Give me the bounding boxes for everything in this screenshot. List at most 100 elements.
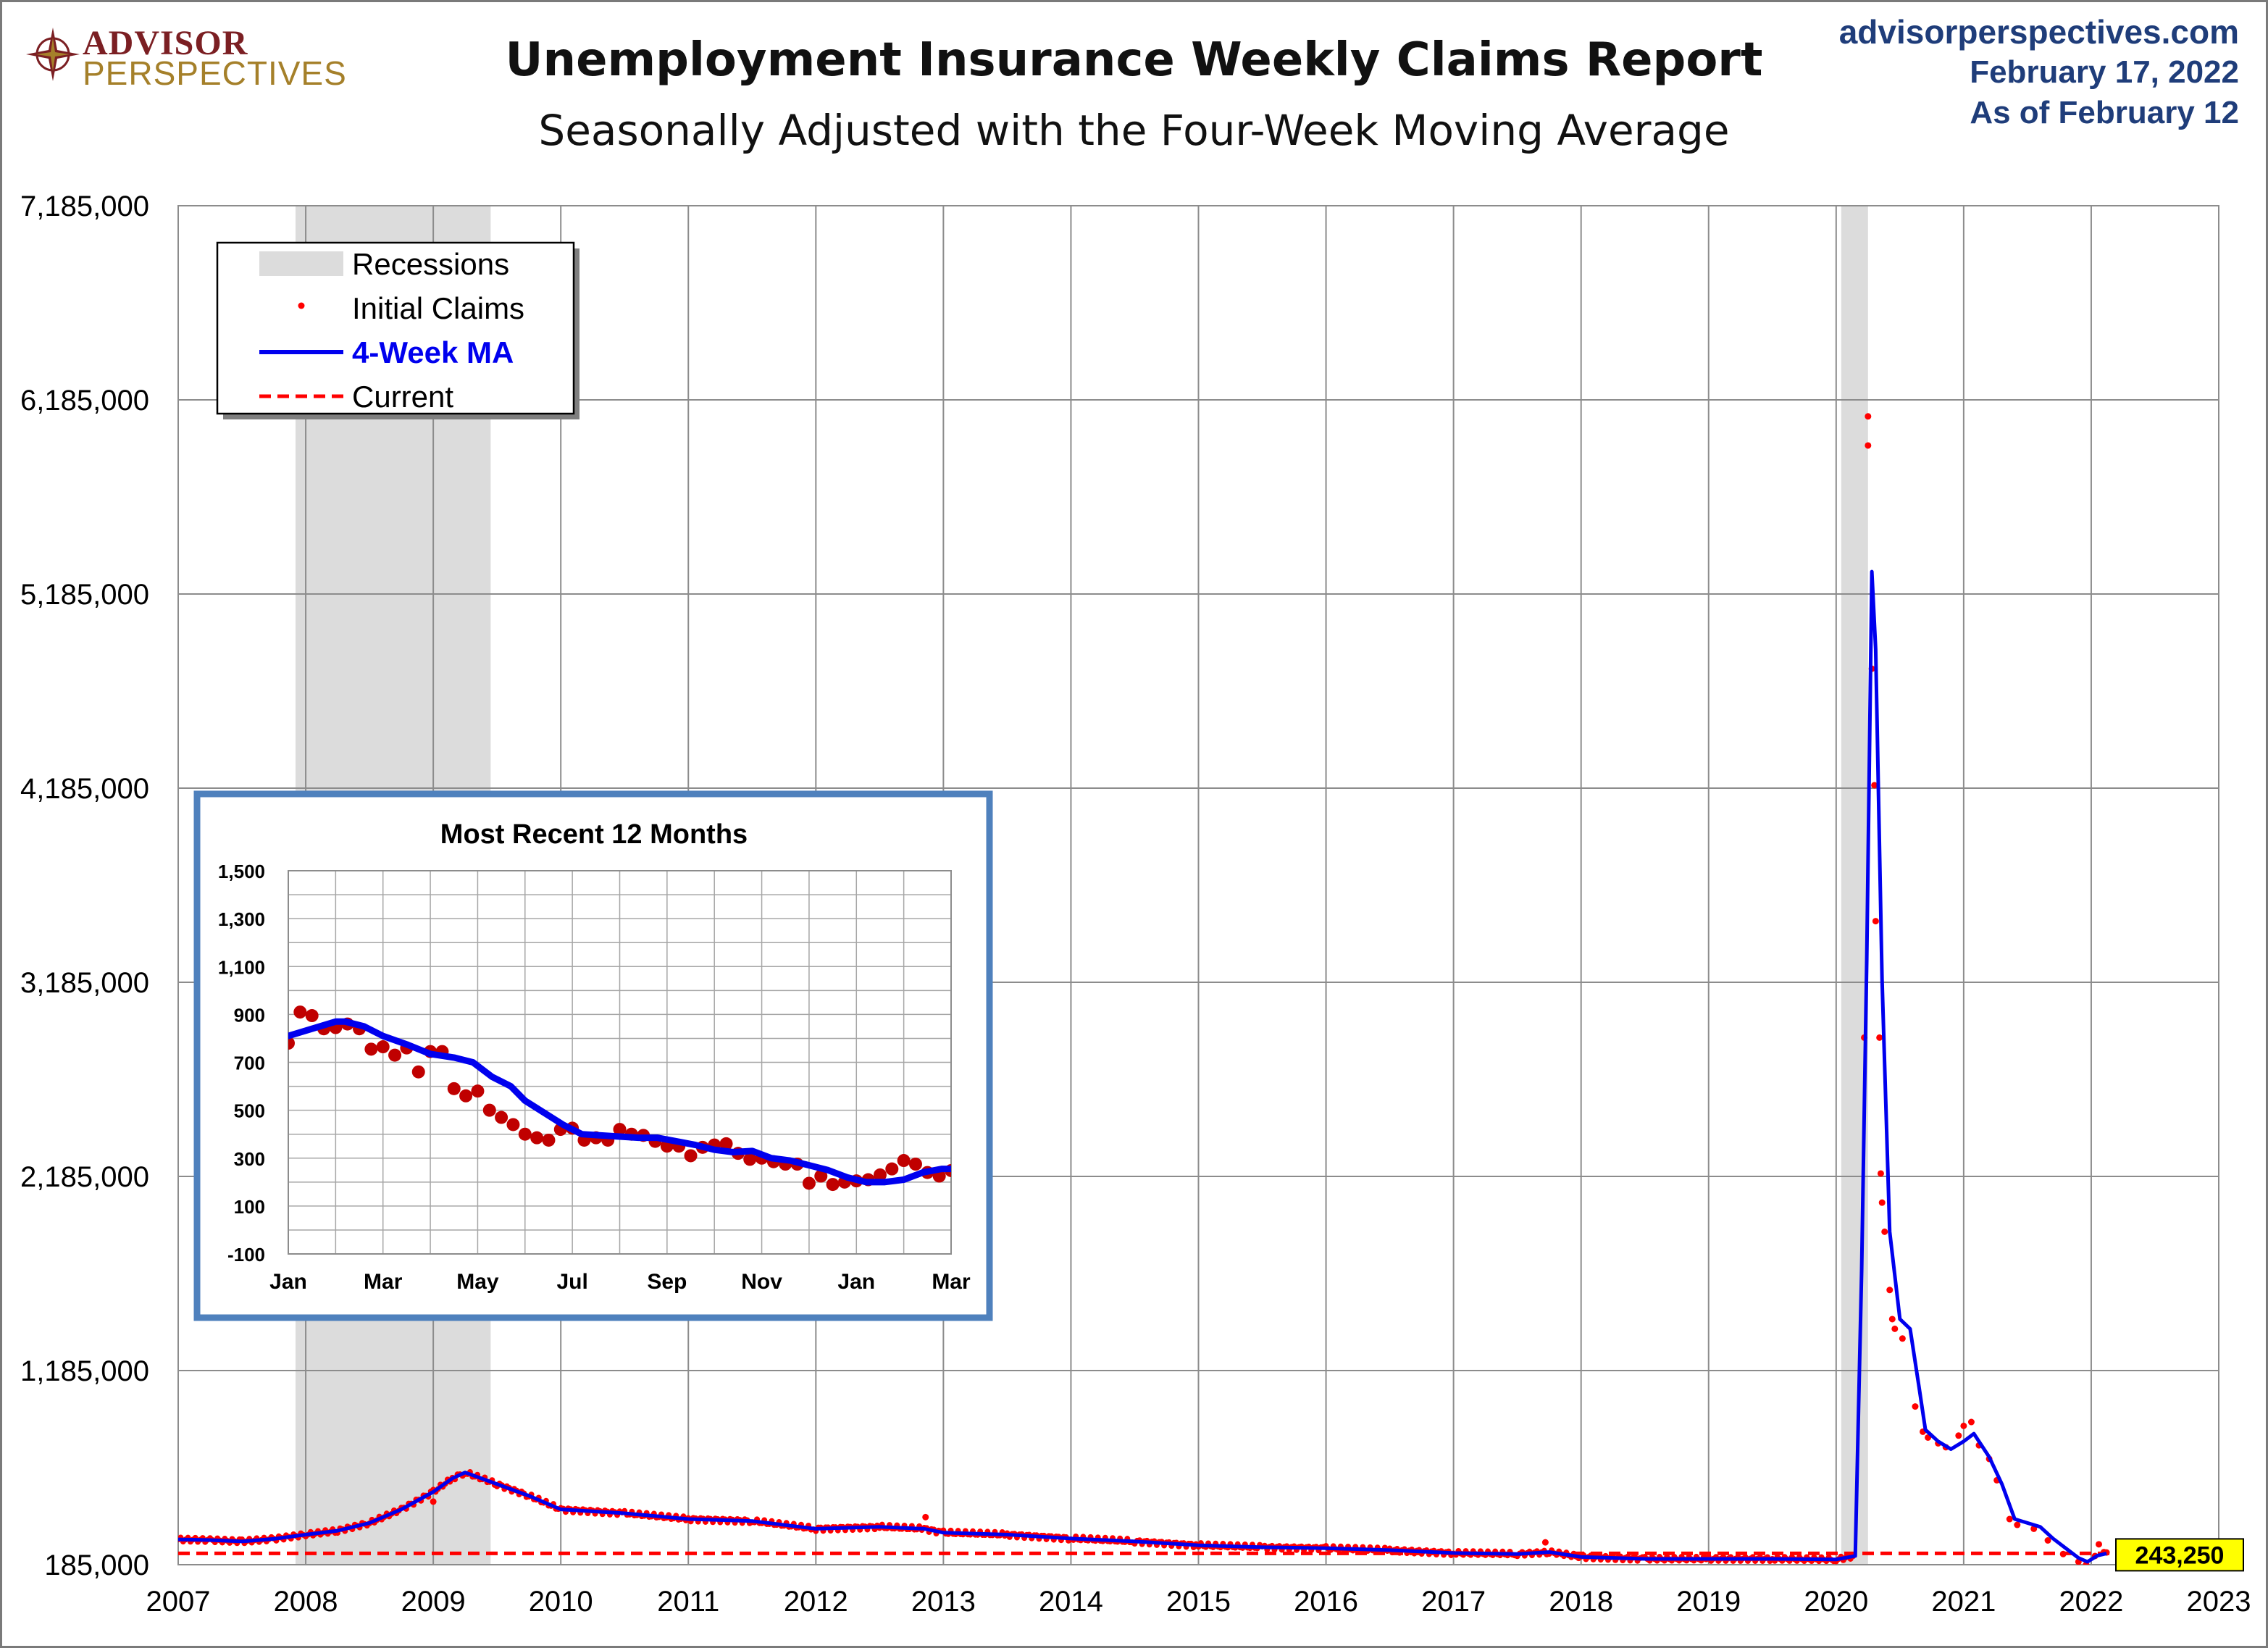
inset-initial-claims-point <box>388 1048 402 1062</box>
inset-initial-claims-point <box>288 1037 295 1050</box>
inset-initial-claims-point <box>897 1154 911 1168</box>
initial-claims-point <box>1881 1228 1888 1235</box>
inset-initial-claims-point <box>459 1089 473 1103</box>
initial-claims-point <box>1865 442 1872 449</box>
inset-initial-claims-point <box>613 1123 627 1137</box>
y-tick-label: 1,185,000 <box>20 1355 149 1387</box>
x-tick-label: 2007 <box>146 1586 211 1618</box>
y-tick-label: 5,185,000 <box>20 579 149 611</box>
inset-initial-claims-point <box>495 1110 509 1124</box>
inset-y-tick-label: 300 <box>234 1148 265 1170</box>
legend-label-recessions: Recessions <box>352 247 509 281</box>
inset-initial-claims-point <box>719 1137 733 1150</box>
chart-subtitle: Seasonally Adjusted with the Four-Week M… <box>538 106 1730 155</box>
initial-claims-point <box>1876 1034 1883 1041</box>
inset-initial-claims-point <box>885 1162 899 1176</box>
inset-initial-claims-point <box>802 1176 816 1190</box>
x-tick-label: 2019 <box>1676 1586 1741 1618</box>
compass-star-icon <box>26 28 80 81</box>
initial-claims-point <box>1891 1325 1899 1332</box>
inset-initial-claims-point <box>482 1103 496 1117</box>
y-tick-label: 3,185,000 <box>20 967 149 999</box>
initial-claims-point <box>2006 1515 2013 1523</box>
inset-initial-claims-point <box>411 1065 425 1079</box>
x-tick-label: 2013 <box>911 1586 976 1618</box>
inset-initial-claims-point <box>826 1178 840 1192</box>
initial-claims-point <box>1912 1403 1919 1410</box>
inset-initial-claims-point <box>293 1005 307 1019</box>
inset-y-tick-label: 1,500 <box>218 861 265 882</box>
initial-claims-point <box>1888 1316 1896 1323</box>
y-tick-label: 2,185,000 <box>20 1161 149 1193</box>
initial-claims-point <box>1872 918 1879 925</box>
y-tick-label: 6,185,000 <box>20 385 149 417</box>
inset-x-tick-label: Mar <box>364 1270 403 1294</box>
inset-x-tick-label: Mar <box>932 1270 971 1294</box>
inset-initial-claims-point <box>684 1149 698 1163</box>
ma-series-line <box>178 569 2107 1564</box>
x-tick-label: 2008 <box>274 1586 338 1618</box>
initial-claims-point <box>1886 1287 1894 1294</box>
inset-frame <box>193 790 993 1321</box>
inset-initial-claims-point <box>376 1040 390 1054</box>
x-tick-label: 2021 <box>1931 1586 1996 1618</box>
inset-y-tick-label: -100 <box>227 1244 265 1266</box>
x-tick-label: 2014 <box>1039 1586 1103 1618</box>
current-value-badge <box>2115 1538 2244 1572</box>
chart-title: Unemployment Insurance Weekly Claims Rep… <box>505 33 1763 87</box>
x-tick-label: 2015 <box>1166 1586 1231 1618</box>
inset-x-tick-label: May <box>456 1270 499 1294</box>
source-site: advisorperspectives.com <box>1838 13 2239 51</box>
inset-initial-claims-point <box>542 1133 556 1147</box>
inset-x-tick-label: Jan <box>837 1270 875 1294</box>
legend-swatch-recessions <box>259 251 343 276</box>
inset-ma-line <box>288 1018 951 1186</box>
inset-chart: Most Recent 12 Months -100 100 300 500 700 900… <box>193 790 993 1321</box>
x-tick-label: 2023 <box>2187 1586 2251 1618</box>
inset-y-tick-label: 1,100 <box>218 956 265 978</box>
plot-border <box>177 205 2219 1565</box>
inset-initial-claims-point <box>530 1131 544 1145</box>
initial-claims-point <box>1955 1432 1962 1439</box>
inset-y-tick-label: 900 <box>234 1004 265 1026</box>
y-tick-label: 4,185,000 <box>20 773 149 805</box>
inset-title: Most Recent 12 Months <box>440 819 748 850</box>
report-date: February 17, 2022 <box>1970 54 2239 90</box>
logo-text-top: ADVISOR <box>83 24 248 62</box>
x-tick-label: 2022 <box>2059 1586 2123 1618</box>
inset-initial-claims-point <box>518 1127 532 1141</box>
inset-x-tick-label: Jul <box>556 1270 587 1294</box>
inset-y-tick-label: 100 <box>234 1196 265 1218</box>
initial-claims-point <box>1967 1418 1975 1426</box>
inset-initial-claims-point <box>471 1084 485 1098</box>
inset-y-tick-label: 700 <box>234 1053 265 1074</box>
initial-claims-point <box>2096 1541 2103 1548</box>
inset-initial-claims-point <box>364 1042 378 1056</box>
as-of-date: As of February 12 <box>1970 95 2239 130</box>
x-tick-label: 2017 <box>1421 1586 1486 1618</box>
inset-x-tick-label: Sep <box>647 1270 687 1294</box>
inset-plot-border <box>288 870 952 1255</box>
inset-initial-claims-point <box>908 1158 922 1171</box>
inset-y-tick-label: 1,300 <box>218 908 265 930</box>
initial-claims-point <box>1865 413 1872 420</box>
initial-claims-point <box>1960 1422 1967 1429</box>
recession-band <box>1841 206 1868 1565</box>
x-tick-label: 2020 <box>1804 1586 1868 1618</box>
y-tick-label: 185,000 <box>44 1549 149 1581</box>
inset-initial-claims-point <box>814 1169 828 1183</box>
inset-initial-claims-point <box>743 1153 757 1166</box>
x-tick-label: 2012 <box>784 1586 848 1618</box>
legend: Recessions Initial Claims 4-Week MA Current <box>216 241 579 419</box>
logo-text-bottom: PERSPECTIVES <box>83 54 347 92</box>
inset-initial-claims-point <box>506 1118 520 1132</box>
inset-x-tick-label: Jan <box>269 1270 307 1294</box>
current-value-label: 243,250 <box>2135 1542 2225 1569</box>
y-tick-label: 7,185,000 <box>20 191 149 222</box>
x-tick-label: 2010 <box>529 1586 593 1618</box>
x-tick-label: 2009 <box>401 1586 466 1618</box>
initial-claims-point <box>922 1513 929 1521</box>
initial-claims-point <box>1877 1170 1884 1177</box>
initial-claims-point <box>2044 1537 2051 1544</box>
